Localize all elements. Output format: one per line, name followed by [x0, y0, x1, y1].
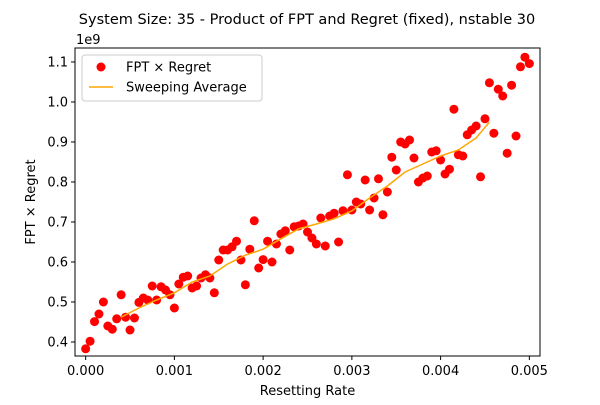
data-point: [342, 170, 352, 180]
data-point: [444, 164, 454, 174]
y-tick-label: 1.0: [47, 96, 68, 111]
data-point: [147, 281, 157, 291]
data-point: [107, 324, 117, 334]
x-tick-label: 0.002: [245, 364, 282, 379]
data-point: [98, 297, 108, 307]
data-point: [271, 239, 281, 249]
plot-area: [81, 52, 534, 354]
x-tick-label: 0.005: [511, 364, 548, 379]
sweeping-average-line: [120, 121, 490, 318]
data-point: [378, 210, 388, 220]
legend-label-fpt-regret: FPT × Regret: [126, 61, 211, 76]
data-point: [334, 237, 344, 247]
data-point: [480, 114, 490, 124]
data-point: [449, 104, 459, 114]
data-point: [81, 344, 91, 354]
x-tick-label: 0.004: [422, 364, 459, 379]
data-point: [507, 80, 517, 90]
data-point: [405, 135, 415, 145]
data-point: [365, 205, 375, 215]
legend: FPT × Regret Sweeping Average: [81, 54, 263, 102]
x-tick-label: 0.003: [333, 364, 370, 379]
data-point: [471, 121, 481, 131]
data-point: [409, 153, 419, 163]
data-point: [121, 312, 131, 322]
data-point: [90, 317, 100, 327]
data-point: [192, 281, 202, 291]
data-point: [232, 236, 242, 246]
axes-frame: [74, 47, 541, 357]
data-point: [183, 271, 193, 281]
data-point: [240, 280, 250, 290]
data-point: [524, 59, 534, 69]
data-point: [511, 131, 521, 141]
data-point: [360, 175, 370, 185]
x-axis-label: Resetting Rate: [260, 384, 355, 399]
chart-title: System Size: 35 - Product of FPT and Reg…: [79, 12, 535, 28]
data-point: [125, 325, 135, 335]
x-axis: 0.000 0.001 0.002 0.003 0.004 0.005: [67, 356, 548, 379]
data-point: [254, 263, 264, 273]
data-point: [476, 172, 486, 182]
y-tick-label: 0.6: [47, 256, 68, 271]
data-point: [498, 91, 508, 101]
data-point: [116, 290, 126, 300]
data-point: [387, 152, 397, 162]
data-point: [422, 171, 432, 181]
y-tick-label: 0.9: [47, 136, 68, 151]
data-point: [85, 336, 95, 346]
data-point: [489, 128, 499, 138]
data-point: [311, 239, 321, 249]
data-point: [205, 273, 215, 283]
data-point: [382, 187, 392, 197]
data-point: [458, 151, 468, 161]
data-point: [316, 213, 326, 223]
data-point: [493, 84, 503, 94]
data-point: [484, 78, 494, 88]
data-point: [515, 62, 525, 72]
y-axis-label: FPT × Regret: [24, 159, 39, 244]
data-point: [280, 226, 290, 236]
data-point: [329, 208, 339, 218]
x-tick-label: 0.000: [67, 364, 104, 379]
data-point: [502, 148, 512, 158]
data-point: [245, 244, 255, 254]
data-point: [129, 313, 139, 323]
y-tick-label: 1.1: [47, 56, 68, 71]
y-tick-label: 0.8: [47, 176, 68, 191]
data-point: [373, 174, 383, 184]
data-point: [112, 314, 122, 324]
y-tick-label: 0.5: [47, 296, 68, 311]
data-point: [209, 288, 219, 298]
y-offset-label: 1e9: [76, 33, 101, 48]
data-point: [267, 257, 277, 267]
data-point: [258, 255, 268, 265]
data-point: [174, 279, 184, 289]
data-point: [214, 255, 224, 265]
data-point: [263, 236, 273, 246]
y-tick-label: 0.7: [47, 216, 68, 231]
data-point: [391, 165, 401, 175]
data-point: [94, 309, 104, 319]
y-axis: 0.4 0.5 0.6 0.7 0.8 0.9 1.0 1.1: [47, 56, 75, 351]
data-point: [520, 52, 530, 62]
x-tick-label: 0.001: [156, 364, 193, 379]
legend-box: [81, 54, 263, 102]
data-point: [169, 303, 179, 313]
y-tick-label: 0.4: [47, 336, 68, 351]
data-point: [285, 245, 295, 255]
data-point: [320, 241, 330, 251]
data-point: [431, 146, 441, 156]
data-point: [249, 216, 259, 226]
legend-label-sweeping-average: Sweeping Average: [126, 81, 247, 96]
legend-marker-fpt-regret: [96, 62, 106, 72]
